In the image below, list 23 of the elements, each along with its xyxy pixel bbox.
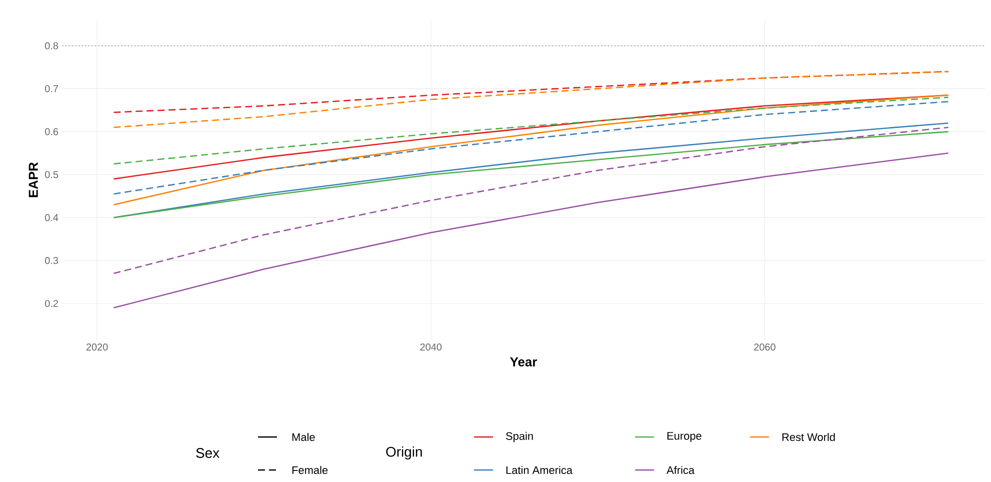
y-axis-title: EAPR	[28, 162, 38, 198]
text: Sex	[196, 448, 220, 458]
x-axis-title: Year	[510, 357, 537, 366]
legend-label: Rest World	[782, 432, 835, 442]
text: Female	[292, 466, 328, 474]
y-tick-label: 0.5	[45, 171, 58, 178]
y-tick-label: 0.7	[45, 85, 58, 92]
legend-label: Africa	[666, 466, 695, 474]
x-tick-label: 2020	[86, 344, 108, 351]
legend-label: Spain	[506, 432, 533, 442]
line-series	[113, 152, 949, 308]
y-tick-label: 0.2	[45, 300, 58, 308]
y-tick-label: 0.4	[45, 214, 58, 222]
legend-label: Latin America	[506, 466, 573, 474]
y-tick-label: 0.8	[45, 42, 58, 50]
y-tick-label: 0.3	[45, 257, 58, 264]
legend-label: Europe	[667, 432, 702, 442]
y-tick-label: 0.6	[45, 128, 58, 136]
x-tick-label: 2040	[420, 344, 442, 351]
x-tick-label: 2060	[754, 344, 776, 351]
text: Male	[292, 432, 315, 442]
legend-title: Origin	[386, 446, 422, 460]
line-series	[113, 126, 949, 274]
